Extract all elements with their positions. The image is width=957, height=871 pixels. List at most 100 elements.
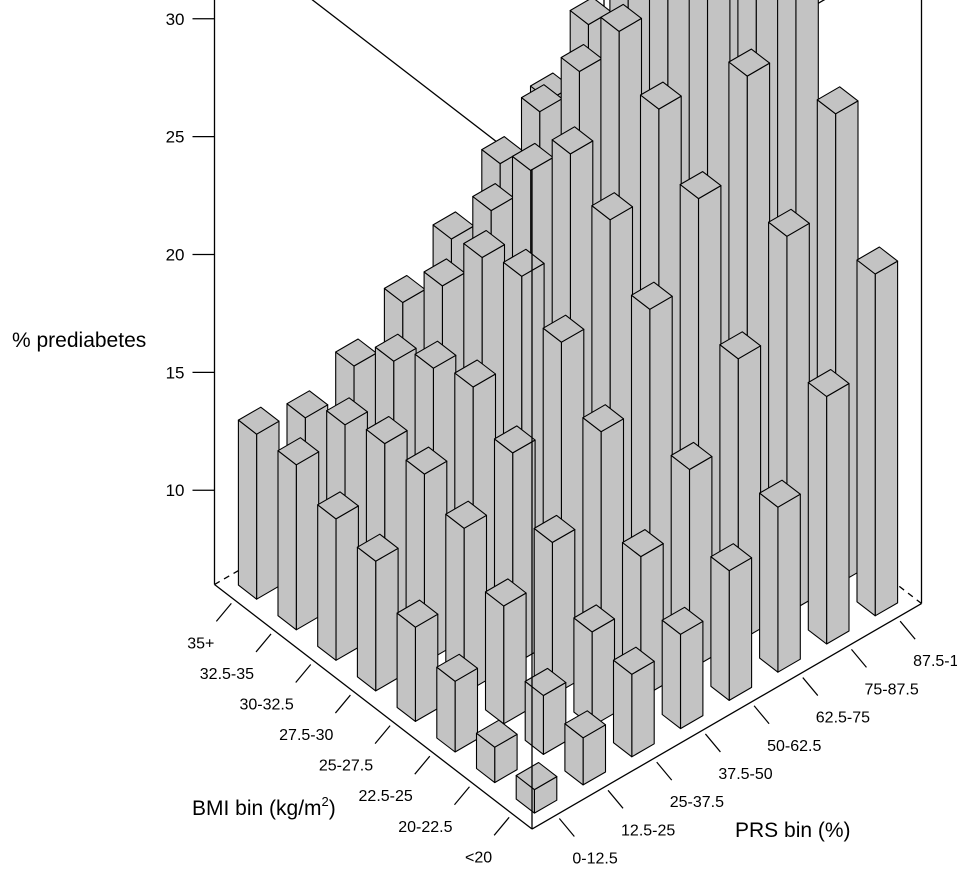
bar-face-top bbox=[856, 246, 899, 275]
prs-tick bbox=[851, 648, 867, 668]
bar-face-top bbox=[807, 368, 850, 398]
bmi-tick bbox=[334, 694, 351, 714]
bar-face-left bbox=[631, 660, 655, 758]
bar-face-right bbox=[759, 492, 779, 673]
bar-bmi-0-prs-0 bbox=[515, 761, 558, 814]
bar-face-top bbox=[502, 248, 545, 277]
bar-face-top bbox=[670, 441, 713, 471]
bar-bmi-7-prs-0 bbox=[237, 406, 280, 600]
bar-face-top bbox=[573, 604, 616, 633]
bar-bmi-0-prs-2 bbox=[612, 646, 655, 758]
bar-face-top bbox=[591, 192, 634, 221]
bar-face-top bbox=[383, 274, 426, 304]
bar-face-right bbox=[277, 450, 297, 631]
bar-face-top bbox=[551, 126, 594, 155]
bmi-tick bbox=[215, 602, 232, 622]
bar-bmi-3-prs-0 bbox=[396, 599, 439, 722]
front-floor-edge-bmi bbox=[214, 583, 533, 830]
bar-bmi-2-prs-1 bbox=[484, 578, 527, 725]
bar-bmi-1-prs-2 bbox=[573, 604, 616, 727]
z-axis-title: % prediabetes bbox=[12, 329, 146, 352]
bar-face-left bbox=[454, 667, 479, 753]
bar-face-top bbox=[630, 281, 673, 310]
bar-bmi-0-prs-4 bbox=[710, 543, 753, 701]
bar-bmi-0-prs-5 bbox=[759, 479, 801, 673]
prs-tick-label: 87.5-100 bbox=[913, 653, 957, 670]
bar-face-top bbox=[414, 340, 457, 369]
bmi-tick-label: 25-27.5 bbox=[319, 758, 373, 775]
bar-face-right bbox=[573, 617, 593, 727]
bmi-tick bbox=[493, 816, 510, 836]
bar-face-top bbox=[463, 229, 506, 259]
bmi-tick-label: 32.5-35 bbox=[200, 666, 254, 683]
bmi-tick bbox=[255, 633, 272, 653]
bar-face-top bbox=[286, 390, 329, 419]
bar-face-top bbox=[520, 84, 563, 113]
bar-face-top bbox=[277, 437, 320, 466]
bar-face-top bbox=[317, 491, 359, 520]
bar-face-top bbox=[511, 142, 554, 171]
bar-face-top bbox=[719, 331, 762, 360]
bar-face-top bbox=[405, 446, 448, 475]
axes-group: 10 15 20 25 30 <20 20-22.5 22.5-25 25-27.5 27.5-3… bbox=[166, 10, 957, 868]
bar-face-right bbox=[237, 419, 258, 600]
bar-face-top bbox=[582, 404, 625, 433]
bar-face-left bbox=[335, 505, 359, 661]
prs-tick bbox=[704, 733, 721, 753]
bar-face-top bbox=[816, 86, 859, 115]
bar-face-top bbox=[679, 171, 722, 200]
bar-face-top bbox=[759, 479, 801, 508]
bar-face-top bbox=[639, 81, 682, 110]
bar-face-left bbox=[503, 592, 527, 725]
bar-face-left bbox=[375, 547, 399, 692]
bar-face-left bbox=[551, 528, 576, 697]
bmi-tick-label: 22.5-25 bbox=[359, 788, 413, 805]
bar-face-top bbox=[661, 606, 704, 635]
prs-tick-label: 25-37.5 bbox=[670, 794, 724, 811]
bar-face-top bbox=[432, 211, 475, 240]
x-axis-title: PRS bin (%) bbox=[735, 819, 851, 842]
bar-face-top bbox=[493, 425, 536, 454]
y-axis-title-superscript: 2 bbox=[322, 794, 329, 809]
z-tick-label: 30 bbox=[166, 10, 185, 29]
bar-face-left bbox=[874, 260, 899, 617]
bar-face-right bbox=[436, 666, 456, 753]
bar-bmi-2-prs-2 bbox=[533, 514, 576, 697]
bar-face-top bbox=[484, 578, 527, 607]
bar-face-top bbox=[542, 314, 585, 343]
bar-face-top bbox=[423, 258, 466, 287]
bar-face-top bbox=[335, 338, 377, 367]
bmi-tick-label: 35+ bbox=[187, 635, 214, 652]
bmi-tick bbox=[374, 725, 391, 745]
bar-face-top bbox=[365, 415, 408, 445]
bar-face-top bbox=[728, 48, 771, 77]
bar-face-top bbox=[356, 533, 399, 562]
y-axis-title-close: ) bbox=[329, 797, 336, 820]
bar-face-top bbox=[564, 710, 607, 739]
bar-face-top bbox=[560, 43, 603, 73]
bar-face-top bbox=[237, 406, 280, 435]
bar-bmi-0-prs-3 bbox=[661, 606, 704, 730]
bmi-tick-label: 20-22.5 bbox=[398, 819, 452, 836]
bar-bmi-0-prs-7 bbox=[856, 246, 899, 617]
bmi-tick-label: 30-32.5 bbox=[239, 697, 293, 714]
bar-bmi-6-prs-0 bbox=[277, 437, 320, 631]
bar-bmi-1-prs-0 bbox=[475, 719, 518, 784]
bar-face-left bbox=[826, 382, 850, 645]
bar-face-right bbox=[396, 612, 416, 722]
bmi-tick bbox=[414, 755, 431, 775]
prs-tick-label: 50-62.5 bbox=[767, 738, 821, 755]
bar-face-right bbox=[317, 504, 337, 661]
bar-face-right bbox=[612, 659, 633, 758]
prs-tick-label: 37.5-50 bbox=[718, 766, 772, 783]
bar-face-top bbox=[396, 599, 439, 628]
prs-tick bbox=[899, 620, 916, 640]
bar-face-top bbox=[472, 183, 515, 212]
bar-bmi-0-prs-1 bbox=[564, 710, 607, 786]
z-tick-label: 25 bbox=[166, 128, 185, 147]
z-tick-label: 15 bbox=[166, 363, 185, 382]
bar-face-top bbox=[445, 500, 488, 529]
bar-bmi-1-prs-1 bbox=[524, 667, 567, 755]
y-axis-title: BMI bin (kg/m2) bbox=[192, 794, 336, 820]
